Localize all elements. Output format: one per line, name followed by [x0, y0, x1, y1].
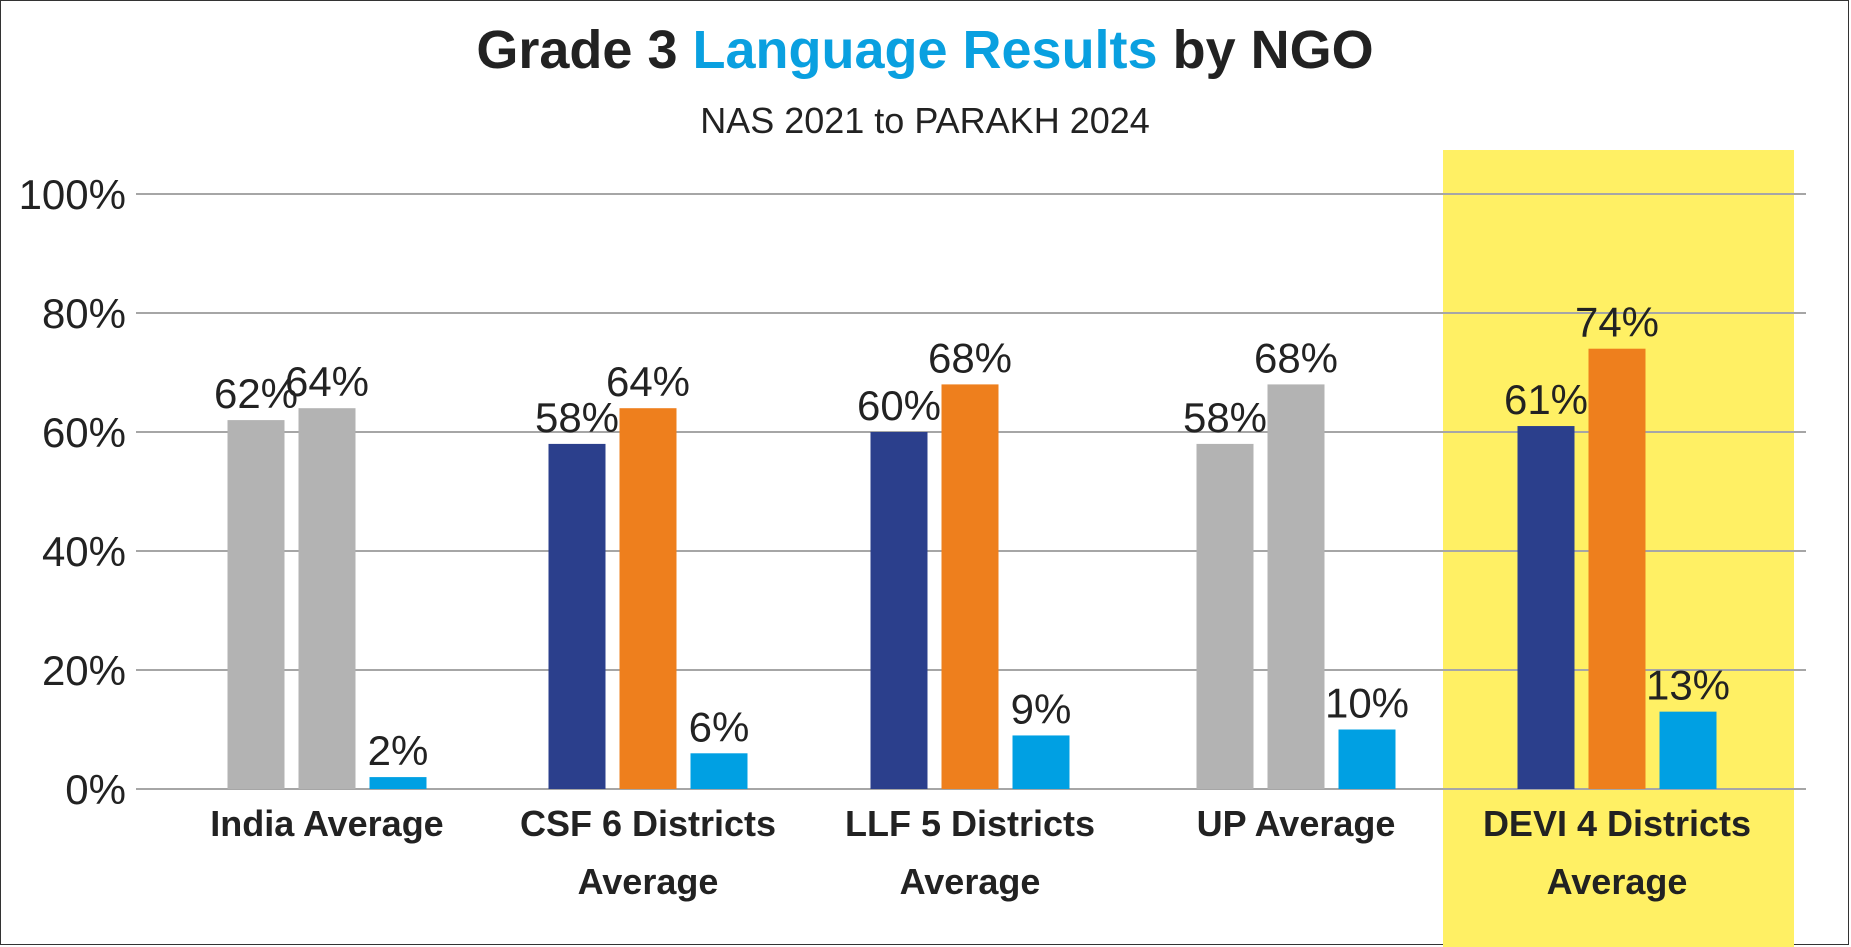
bar	[1012, 735, 1070, 789]
bar	[941, 384, 999, 789]
category-label: Average	[578, 861, 719, 902]
data-label: 68%	[1254, 334, 1338, 381]
bar	[619, 408, 677, 789]
category-label: India Average	[210, 803, 443, 844]
bar	[1196, 443, 1254, 789]
data-label: 58%	[1183, 394, 1267, 441]
chart-subtitle: NAS 2021 to PARAKH 2024	[700, 100, 1150, 141]
bar	[1588, 348, 1646, 789]
y-tick-label: 0%	[65, 766, 126, 813]
data-label: 62%	[214, 370, 298, 417]
data-label: 58%	[535, 394, 619, 441]
data-label: 13%	[1646, 662, 1730, 709]
category-label: Average	[900, 861, 1041, 902]
category-label: LLF 5 Districts	[845, 803, 1095, 844]
data-label: 10%	[1325, 680, 1409, 727]
bar	[870, 432, 928, 789]
category-label: Average	[1547, 861, 1688, 902]
y-tick-label: 80%	[42, 290, 126, 337]
bar	[690, 753, 748, 789]
y-tick-label: 40%	[42, 528, 126, 575]
bar	[227, 420, 285, 789]
data-label: 68%	[928, 334, 1012, 381]
data-label: 2%	[368, 727, 429, 774]
category-label: UP Average	[1197, 803, 1396, 844]
bar	[1267, 384, 1325, 789]
data-label: 74%	[1575, 299, 1659, 346]
bar	[369, 777, 427, 789]
bar	[1338, 729, 1396, 789]
bar	[298, 408, 356, 789]
data-label: 61%	[1504, 376, 1588, 423]
bar	[1659, 711, 1717, 789]
y-tick-label: 100%	[19, 171, 126, 218]
category-label: DEVI 4 Districts	[1483, 803, 1751, 844]
bar	[548, 443, 606, 789]
data-label: 60%	[857, 382, 941, 429]
data-label: 64%	[606, 358, 690, 405]
chart-title: Grade 3 Language Results by NGO	[476, 20, 1373, 80]
data-label: 9%	[1011, 685, 1072, 732]
y-tick-label: 20%	[42, 647, 126, 694]
data-label: 64%	[285, 358, 369, 405]
data-label: 6%	[689, 703, 750, 750]
y-tick-label: 60%	[42, 409, 126, 456]
category-label: CSF 6 Districts	[520, 803, 776, 844]
bar	[1517, 426, 1575, 789]
